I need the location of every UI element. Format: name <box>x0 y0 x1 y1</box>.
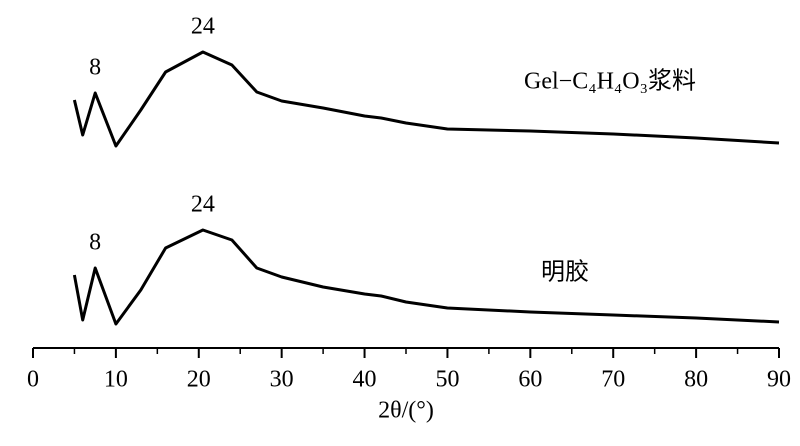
x-tick-label: 40 <box>353 367 377 393</box>
peak-label: 24 <box>191 192 215 218</box>
x-tick-label: 50 <box>435 367 459 393</box>
series-label: 明胶 <box>541 259 589 286</box>
peak-label: 24 <box>191 14 215 40</box>
x-axis-label: 2θ/(°) <box>378 398 434 424</box>
series-label: Gel−C₄H₄O₃浆料 <box>524 68 696 95</box>
x-tick-label: 0 <box>27 367 39 393</box>
x-tick-label: 20 <box>187 367 211 393</box>
curve <box>72 50 780 148</box>
peak-label: 8 <box>89 55 101 81</box>
x-tick-label: 90 <box>767 367 791 393</box>
peak-label: 8 <box>89 230 101 256</box>
x-tick-label: 60 <box>518 367 542 393</box>
x-tick-label: 30 <box>270 367 294 393</box>
x-tick-label: 70 <box>601 367 625 393</box>
x-tick-label: 80 <box>684 367 708 393</box>
x-tick-label: 10 <box>104 367 128 393</box>
curve <box>72 228 780 326</box>
